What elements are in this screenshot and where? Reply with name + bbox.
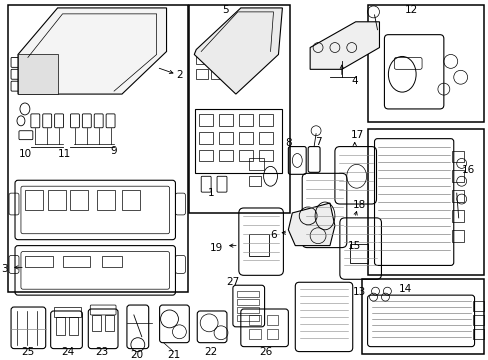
Bar — [196, 69, 208, 79]
Bar — [219, 132, 232, 144]
Bar — [195, 109, 282, 173]
Polygon shape — [288, 203, 334, 246]
Bar — [361, 279, 484, 354]
Text: 7: 7 — [314, 137, 321, 147]
Bar — [471, 301, 484, 311]
Bar — [8, 5, 188, 292]
Bar — [236, 315, 258, 321]
Bar — [349, 244, 367, 264]
Bar — [211, 54, 223, 64]
Text: 5: 5 — [222, 5, 229, 15]
Bar — [258, 114, 272, 126]
Bar — [266, 315, 278, 325]
Bar — [258, 132, 272, 144]
Bar — [219, 149, 232, 161]
Text: 21: 21 — [166, 350, 180, 360]
Bar — [367, 129, 484, 275]
Text: 9: 9 — [110, 145, 117, 156]
Bar — [105, 315, 114, 331]
Polygon shape — [18, 8, 166, 94]
Bar — [102, 256, 122, 267]
Bar — [248, 329, 260, 339]
Bar — [199, 149, 213, 161]
Polygon shape — [309, 22, 379, 69]
Bar — [92, 315, 101, 331]
Polygon shape — [194, 8, 282, 94]
Bar — [211, 69, 223, 79]
Bar — [62, 256, 90, 267]
Text: 6: 6 — [269, 230, 276, 240]
Text: 11: 11 — [58, 149, 71, 158]
Bar — [199, 114, 213, 126]
Bar — [451, 230, 463, 242]
Bar — [196, 54, 208, 64]
Bar — [56, 317, 64, 335]
Text: 17: 17 — [350, 130, 364, 140]
Bar — [25, 190, 42, 210]
Bar — [266, 329, 278, 339]
Text: 26: 26 — [259, 347, 272, 357]
Bar — [199, 132, 213, 144]
Text: 18: 18 — [352, 200, 366, 210]
Text: 14: 14 — [398, 284, 411, 294]
Bar — [248, 315, 260, 325]
Text: 15: 15 — [347, 240, 361, 251]
Bar — [189, 5, 290, 213]
Bar — [367, 5, 484, 122]
Text: 2: 2 — [176, 70, 183, 80]
Text: 13: 13 — [352, 287, 366, 297]
Bar — [238, 149, 252, 161]
Text: 25: 25 — [21, 347, 35, 357]
Bar — [471, 329, 484, 339]
Bar — [25, 256, 53, 267]
Text: 3: 3 — [1, 264, 8, 274]
Text: 1: 1 — [207, 188, 214, 198]
Bar — [238, 114, 252, 126]
Bar — [225, 69, 237, 79]
Bar — [248, 176, 260, 186]
Text: 8: 8 — [285, 138, 291, 148]
Text: 23: 23 — [95, 347, 108, 357]
Bar — [54, 307, 81, 317]
Text: 20: 20 — [130, 350, 143, 360]
Text: 4: 4 — [351, 76, 357, 86]
Text: 12: 12 — [404, 5, 417, 15]
Bar — [451, 190, 463, 202]
Bar — [451, 170, 463, 182]
Text: 16: 16 — [461, 165, 474, 175]
Bar — [471, 315, 484, 325]
Bar — [70, 190, 88, 210]
Bar — [236, 307, 258, 313]
Bar — [48, 190, 65, 210]
Bar — [219, 114, 232, 126]
Bar — [236, 299, 258, 305]
Text: 19: 19 — [209, 243, 223, 253]
Bar — [97, 190, 115, 210]
Bar — [238, 132, 252, 144]
Bar — [122, 190, 140, 210]
Bar — [69, 317, 78, 335]
Bar — [451, 210, 463, 222]
Bar — [225, 54, 237, 64]
Bar — [236, 291, 258, 297]
Bar — [258, 149, 272, 161]
Text: 24: 24 — [61, 347, 74, 357]
Text: 27: 27 — [226, 277, 239, 287]
Polygon shape — [18, 54, 58, 94]
Text: 22: 22 — [204, 347, 217, 357]
Bar — [248, 158, 263, 170]
Text: 10: 10 — [19, 149, 31, 158]
Bar — [248, 234, 268, 256]
Bar — [451, 150, 463, 162]
